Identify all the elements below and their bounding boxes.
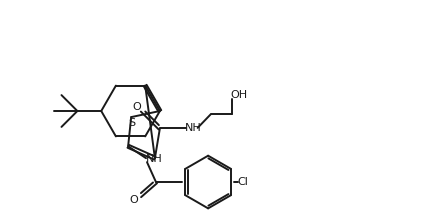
- Text: NH: NH: [146, 154, 162, 164]
- Text: Cl: Cl: [237, 177, 248, 187]
- Text: NH: NH: [185, 123, 201, 133]
- Text: S: S: [128, 118, 135, 128]
- Text: OH: OH: [230, 90, 247, 100]
- Text: O: O: [130, 195, 139, 205]
- Text: O: O: [132, 101, 141, 112]
